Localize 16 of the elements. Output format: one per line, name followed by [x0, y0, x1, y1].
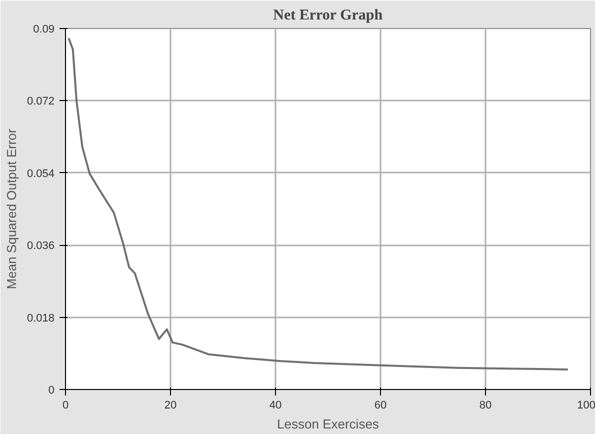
y-tick-label: 0 [48, 384, 55, 396]
x-tick-label: 80 [479, 400, 492, 412]
x-tick-label: 0 [62, 400, 69, 412]
y-tick-label: 0.072 [26, 96, 55, 108]
x-axis-title: Lesson Exercises [277, 416, 380, 432]
x-tick-label: 20 [164, 400, 177, 412]
y-axis-title: Mean Squared Output Error [4, 128, 19, 290]
chart-title: Net Error Graph [273, 8, 384, 24]
x-tick-label: 60 [374, 400, 387, 412]
y-tick-label: 0.09 [33, 24, 55, 36]
y-tick-label: 0.054 [26, 168, 55, 180]
x-tick-label: 40 [269, 400, 282, 412]
y-tick-label: 0.036 [26, 240, 55, 252]
x-tick-label: 100 [577, 400, 595, 412]
y-tick-label: 0.018 [26, 312, 55, 324]
line-series [68, 37, 569, 370]
